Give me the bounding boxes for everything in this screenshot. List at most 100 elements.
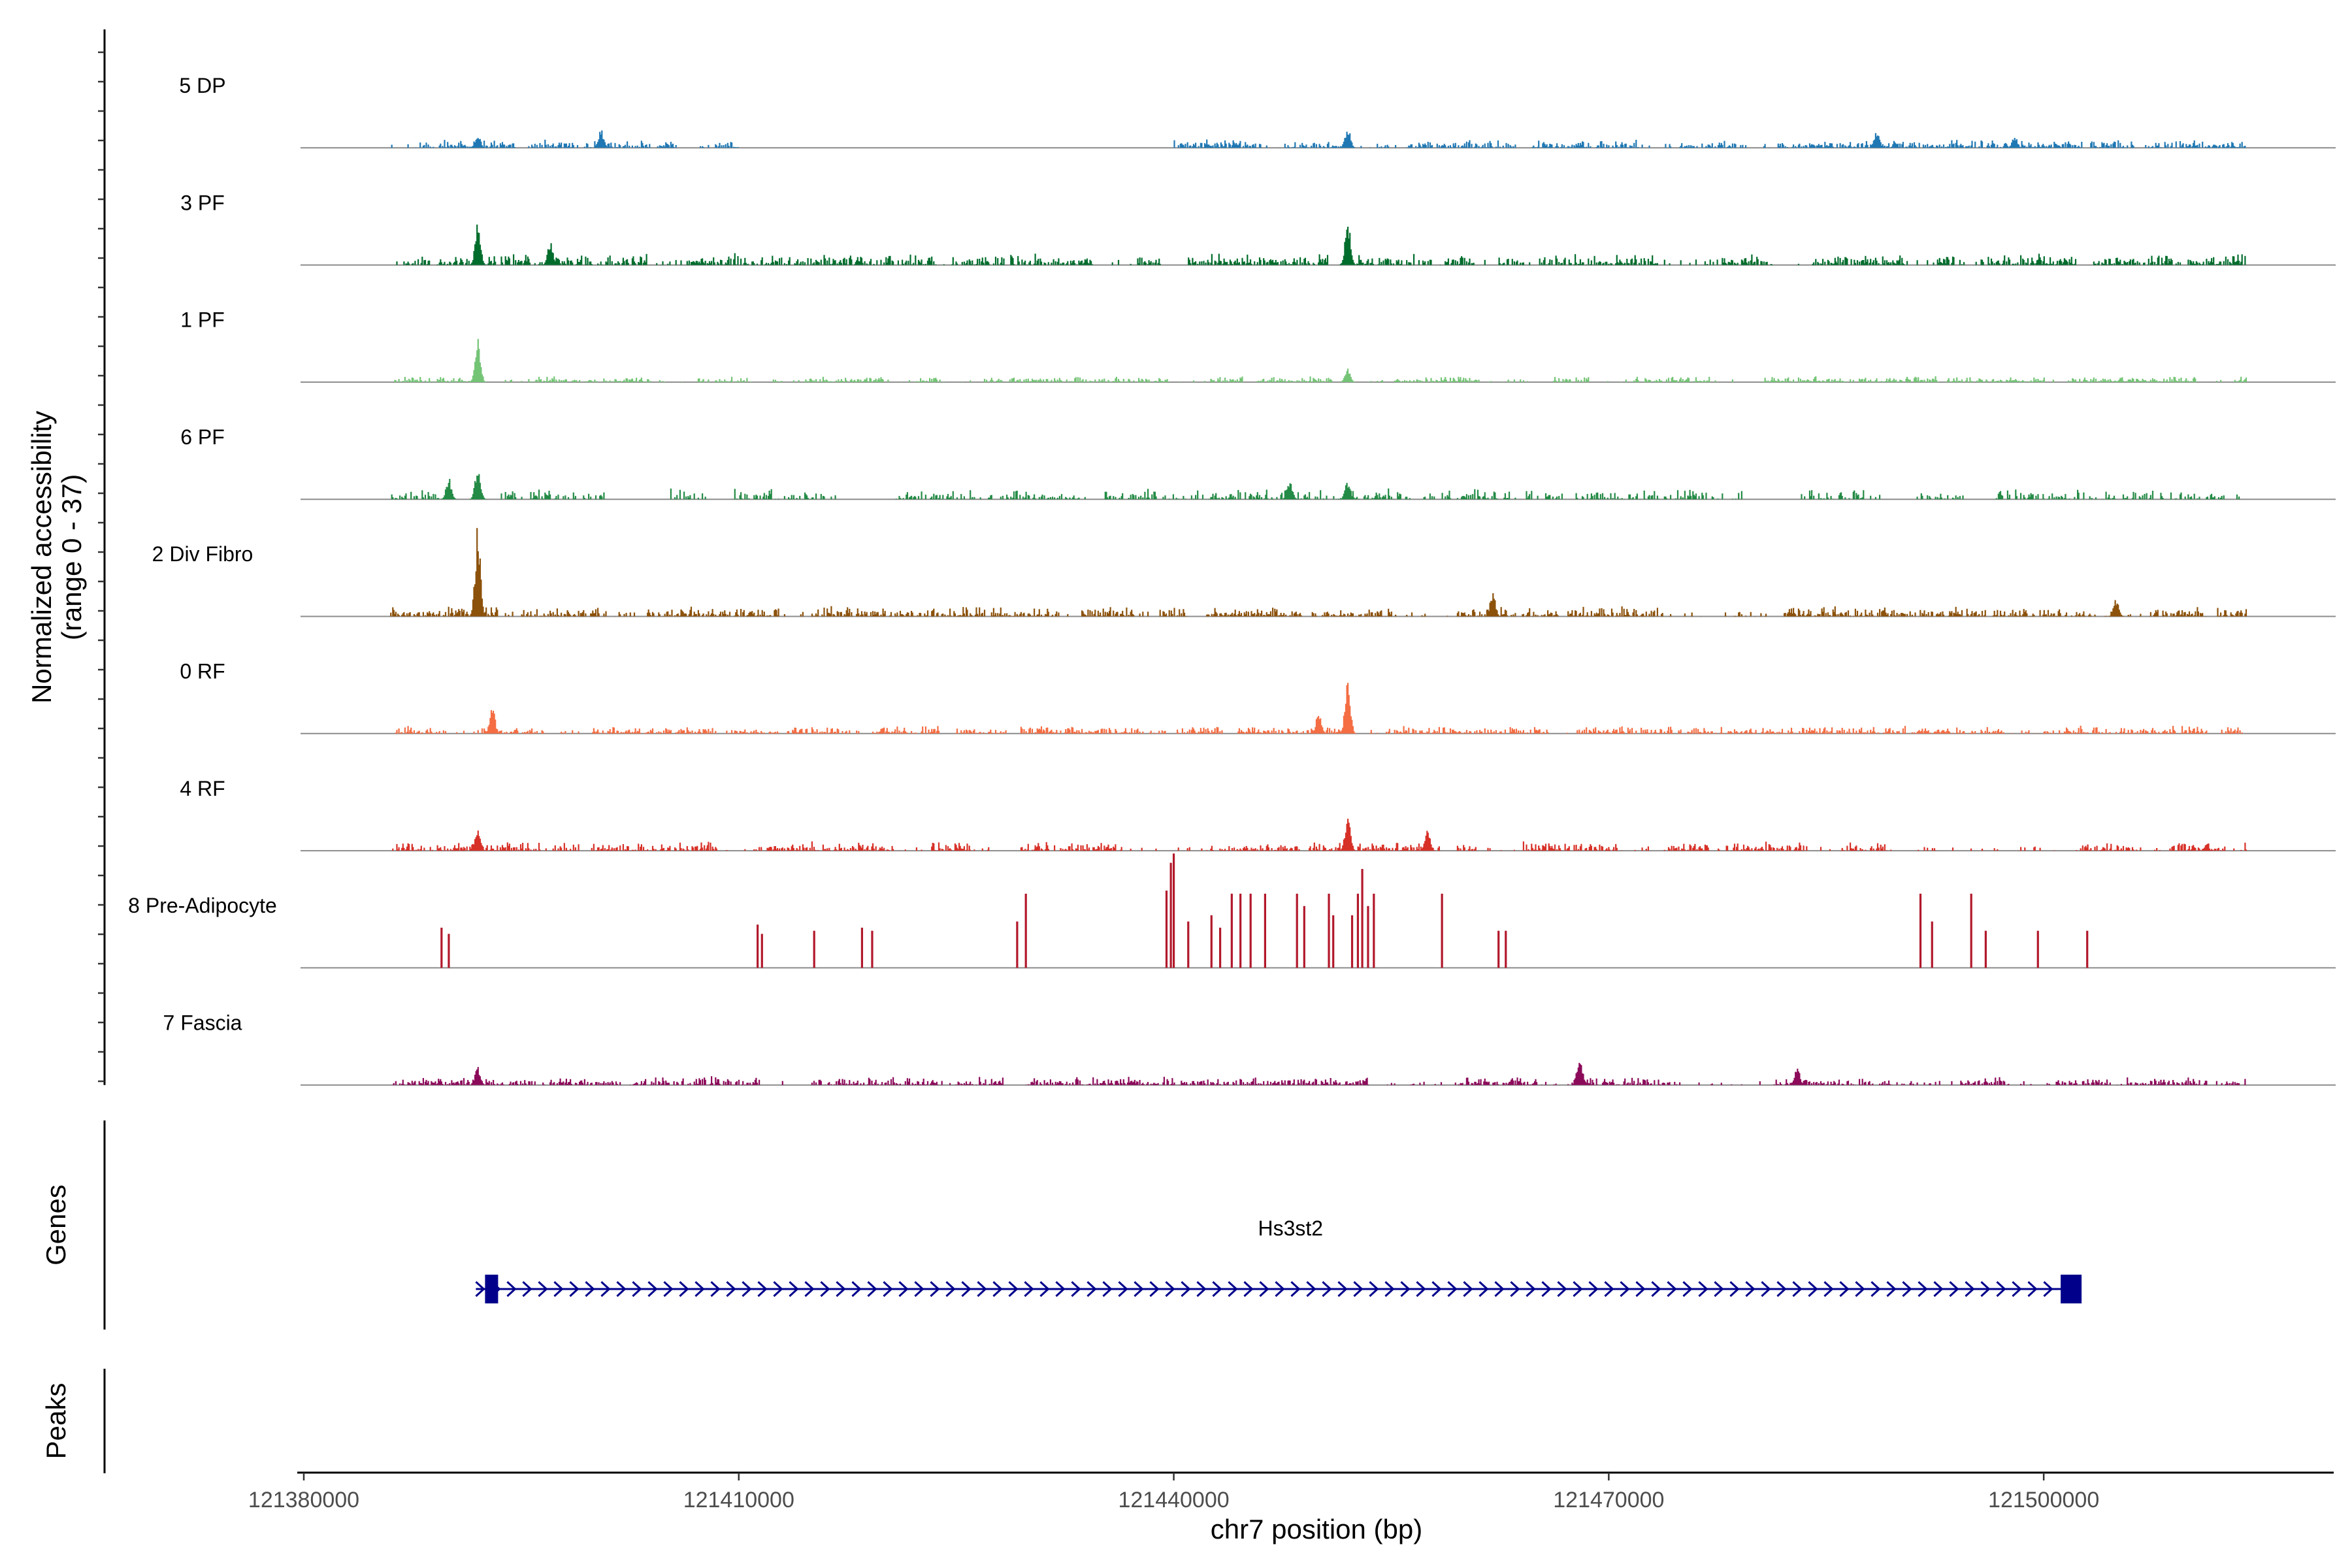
strand-arrow <box>1651 1281 1661 1298</box>
strand-arrow <box>585 1281 595 1298</box>
coverage-spike <box>1919 893 1922 968</box>
strand-arrow <box>1353 1281 1364 1298</box>
y-axis-title-line1: Normalized accessibility <box>26 411 57 704</box>
strand-arrow <box>1808 1281 1818 1298</box>
strand-arrow <box>961 1281 972 1298</box>
strand-arrow <box>789 1281 799 1298</box>
strand-arrow <box>1134 1281 1144 1298</box>
gene-label: Hs3st2 <box>1258 1217 1323 1240</box>
strand-arrow <box>1635 1281 1646 1298</box>
coverage-spike <box>440 927 443 968</box>
strand-arrow <box>1243 1281 1254 1298</box>
x-axis: 121380000 121410000 121440000 121470000 1215… <box>248 1471 2334 1512</box>
x-tick-label: 121500000 <box>1988 1488 2099 1512</box>
gene-exon-end <box>2061 1275 2082 1303</box>
strand-arrow <box>2012 1281 2022 1298</box>
strand-arrow <box>726 1281 736 1298</box>
strand-arrow <box>1024 1281 1034 1298</box>
coverage-spike <box>448 934 450 968</box>
strand-arrow <box>977 1281 987 1298</box>
coverage-spike <box>1249 893 1252 968</box>
strand-arrow <box>1573 1281 1583 1298</box>
strand-arrow <box>1055 1281 1066 1298</box>
coverage-spike <box>1328 893 1330 968</box>
coverage-spike <box>1210 915 1213 968</box>
strand-arrow <box>1510 1281 1520 1298</box>
strand-arrow <box>1086 1281 1097 1298</box>
strand-arrow <box>1039 1281 1050 1298</box>
coverage-area <box>394 338 2247 382</box>
coverage-spike <box>1172 853 1175 968</box>
track-7-fascia: 7 Fascia <box>163 1011 2336 1086</box>
strand-arrow <box>1902 1281 1912 1298</box>
strand-arrow <box>883 1281 893 1298</box>
strand-arrow <box>1447 1281 1458 1298</box>
strand-arrow <box>2043 1281 2053 1298</box>
strand-arrow <box>2027 1281 2038 1298</box>
coverage-spike <box>1016 921 1019 968</box>
strand-arrow <box>569 1281 580 1298</box>
strand-arrow <box>867 1281 877 1298</box>
strand-arrow <box>992 1281 1003 1298</box>
coverage-spike <box>1356 893 1360 968</box>
strand-arrow <box>616 1281 627 1298</box>
strand-arrow <box>632 1281 642 1298</box>
coverage-spike <box>1264 893 1266 968</box>
strand-arrow <box>851 1281 862 1298</box>
peaks-panel: Peaks <box>41 1369 106 1473</box>
coverage-area <box>391 474 2240 500</box>
strand-arrow <box>1400 1281 1411 1298</box>
strand-arrow <box>663 1281 674 1298</box>
coverage-spike <box>1296 893 1298 968</box>
coverage-area <box>396 224 2246 265</box>
strand-arrow <box>600 1281 611 1298</box>
track-8-pre-adipocyte: 8 Pre-Adipocyte <box>128 853 2336 969</box>
coverage-spike <box>1169 862 1172 968</box>
x-tick-label: 121470000 <box>1553 1488 1664 1512</box>
strand-arrow <box>1745 1281 1756 1298</box>
genes-panel-title: Genes <box>41 1184 71 1266</box>
coverage-spike <box>760 934 763 968</box>
strand-arrow <box>647 1281 658 1298</box>
track-label: 5 DP <box>179 74 225 97</box>
strand-arrow <box>1855 1281 1865 1298</box>
strand-arrow <box>1384 1281 1395 1298</box>
track-6-pf: 6 PF <box>180 425 2336 500</box>
coverage-spike <box>1230 893 1233 968</box>
strand-arrow <box>1181 1281 1191 1298</box>
gene-exon-start <box>485 1275 498 1303</box>
strand-arrow <box>694 1281 705 1298</box>
strand-arrow <box>1196 1281 1207 1298</box>
coverage-area <box>392 819 2247 851</box>
strand-arrow <box>1823 1281 1834 1298</box>
strand-arrow <box>898 1281 909 1298</box>
peaks-panel-title: Peaks <box>41 1383 71 1460</box>
coverage-spike <box>1239 893 1242 968</box>
track-label: 1 PF <box>180 308 225 332</box>
strand-arrow <box>1667 1281 1677 1298</box>
strand-arrow <box>1682 1281 1693 1298</box>
track-label: 0 RF <box>180 660 225 683</box>
strand-arrow <box>1714 1281 1724 1298</box>
strand-arrow <box>1933 1281 1944 1298</box>
strand-arrow <box>1337 1281 1348 1298</box>
coverage-spike <box>1373 893 1375 968</box>
genes-panel: Genes <box>41 1120 106 1330</box>
strand-arrow <box>1494 1281 1505 1298</box>
track-label: 3 PF <box>180 191 225 214</box>
coverage-spike <box>1024 893 1027 968</box>
coverage-spike <box>1165 890 1168 968</box>
track-3-pf: 3 PF <box>180 191 2336 266</box>
strand-arrow <box>804 1281 815 1298</box>
strand-arrow <box>1918 1281 1928 1298</box>
coverage-spike <box>860 927 864 968</box>
strand-arrow <box>1761 1281 1771 1298</box>
coverage-spike <box>2086 930 2089 968</box>
x-axis-title: chr7 position (bp) <box>1211 1514 1423 1544</box>
coverage-spike <box>1984 930 1987 968</box>
coverage-area <box>391 130 2246 148</box>
x-tick-label: 121380000 <box>248 1488 359 1512</box>
strand-arrow <box>1071 1281 1081 1298</box>
strand-arrow <box>1463 1281 1473 1298</box>
strand-arrow <box>506 1281 517 1298</box>
